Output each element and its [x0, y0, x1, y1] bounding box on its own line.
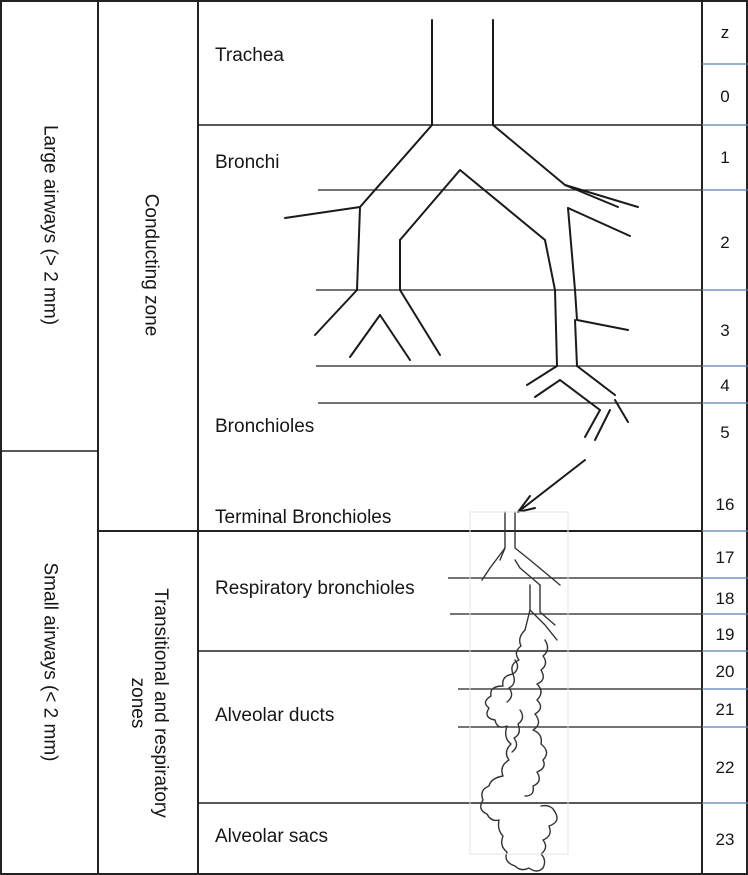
trachea-label: Trachea	[215, 45, 284, 66]
conducting-zone-label: Conducting zone	[140, 193, 162, 337]
generation-number: 2	[720, 233, 730, 252]
generation-number: 3	[720, 321, 730, 340]
respiratory-tree	[480, 511, 561, 872]
generation-number: 4	[720, 376, 730, 395]
bronchioles-label: Bronchioles	[215, 416, 315, 437]
generation-number: 1	[720, 148, 730, 167]
generation-number: 19	[715, 625, 735, 644]
generation-header: z	[720, 23, 730, 42]
generation-number: 5	[720, 423, 730, 442]
transitional-zone-label-line1: Transitional and respiratory	[149, 588, 171, 818]
transitional-zone-label: Transitional and respiratory zones	[125, 588, 171, 818]
small-airways-label: Small airways (< 2 mm)	[39, 562, 61, 762]
generation-number: 17	[715, 548, 735, 567]
generation-number: 23	[715, 830, 735, 849]
bronchi-label: Bronchi	[215, 152, 280, 173]
generation-number: 0	[720, 87, 730, 106]
generation-number: 21	[715, 700, 735, 719]
alveolar-ducts-label: Alveolar ducts	[215, 705, 335, 726]
terminal-bronchioles-label: Terminal Bronchioles	[215, 507, 392, 528]
respiratory-bronchioles-label: Respiratory bronchioles	[215, 578, 415, 599]
generation-number: 22	[715, 758, 735, 777]
lower-drawing-frame	[469, 511, 569, 855]
transitional-zone-label-line2: zones	[127, 677, 148, 729]
generation-number: 16	[715, 495, 735, 514]
generation-number: 18	[715, 589, 735, 608]
generation-number: 20	[715, 662, 735, 681]
large-airways-label: Large airways (> 2 mm)	[39, 124, 61, 326]
alveolar-sacs-label: Alveolar sacs	[215, 826, 328, 847]
generation-ticks	[702, 63, 748, 804]
bronchial-tree	[284, 19, 639, 513]
